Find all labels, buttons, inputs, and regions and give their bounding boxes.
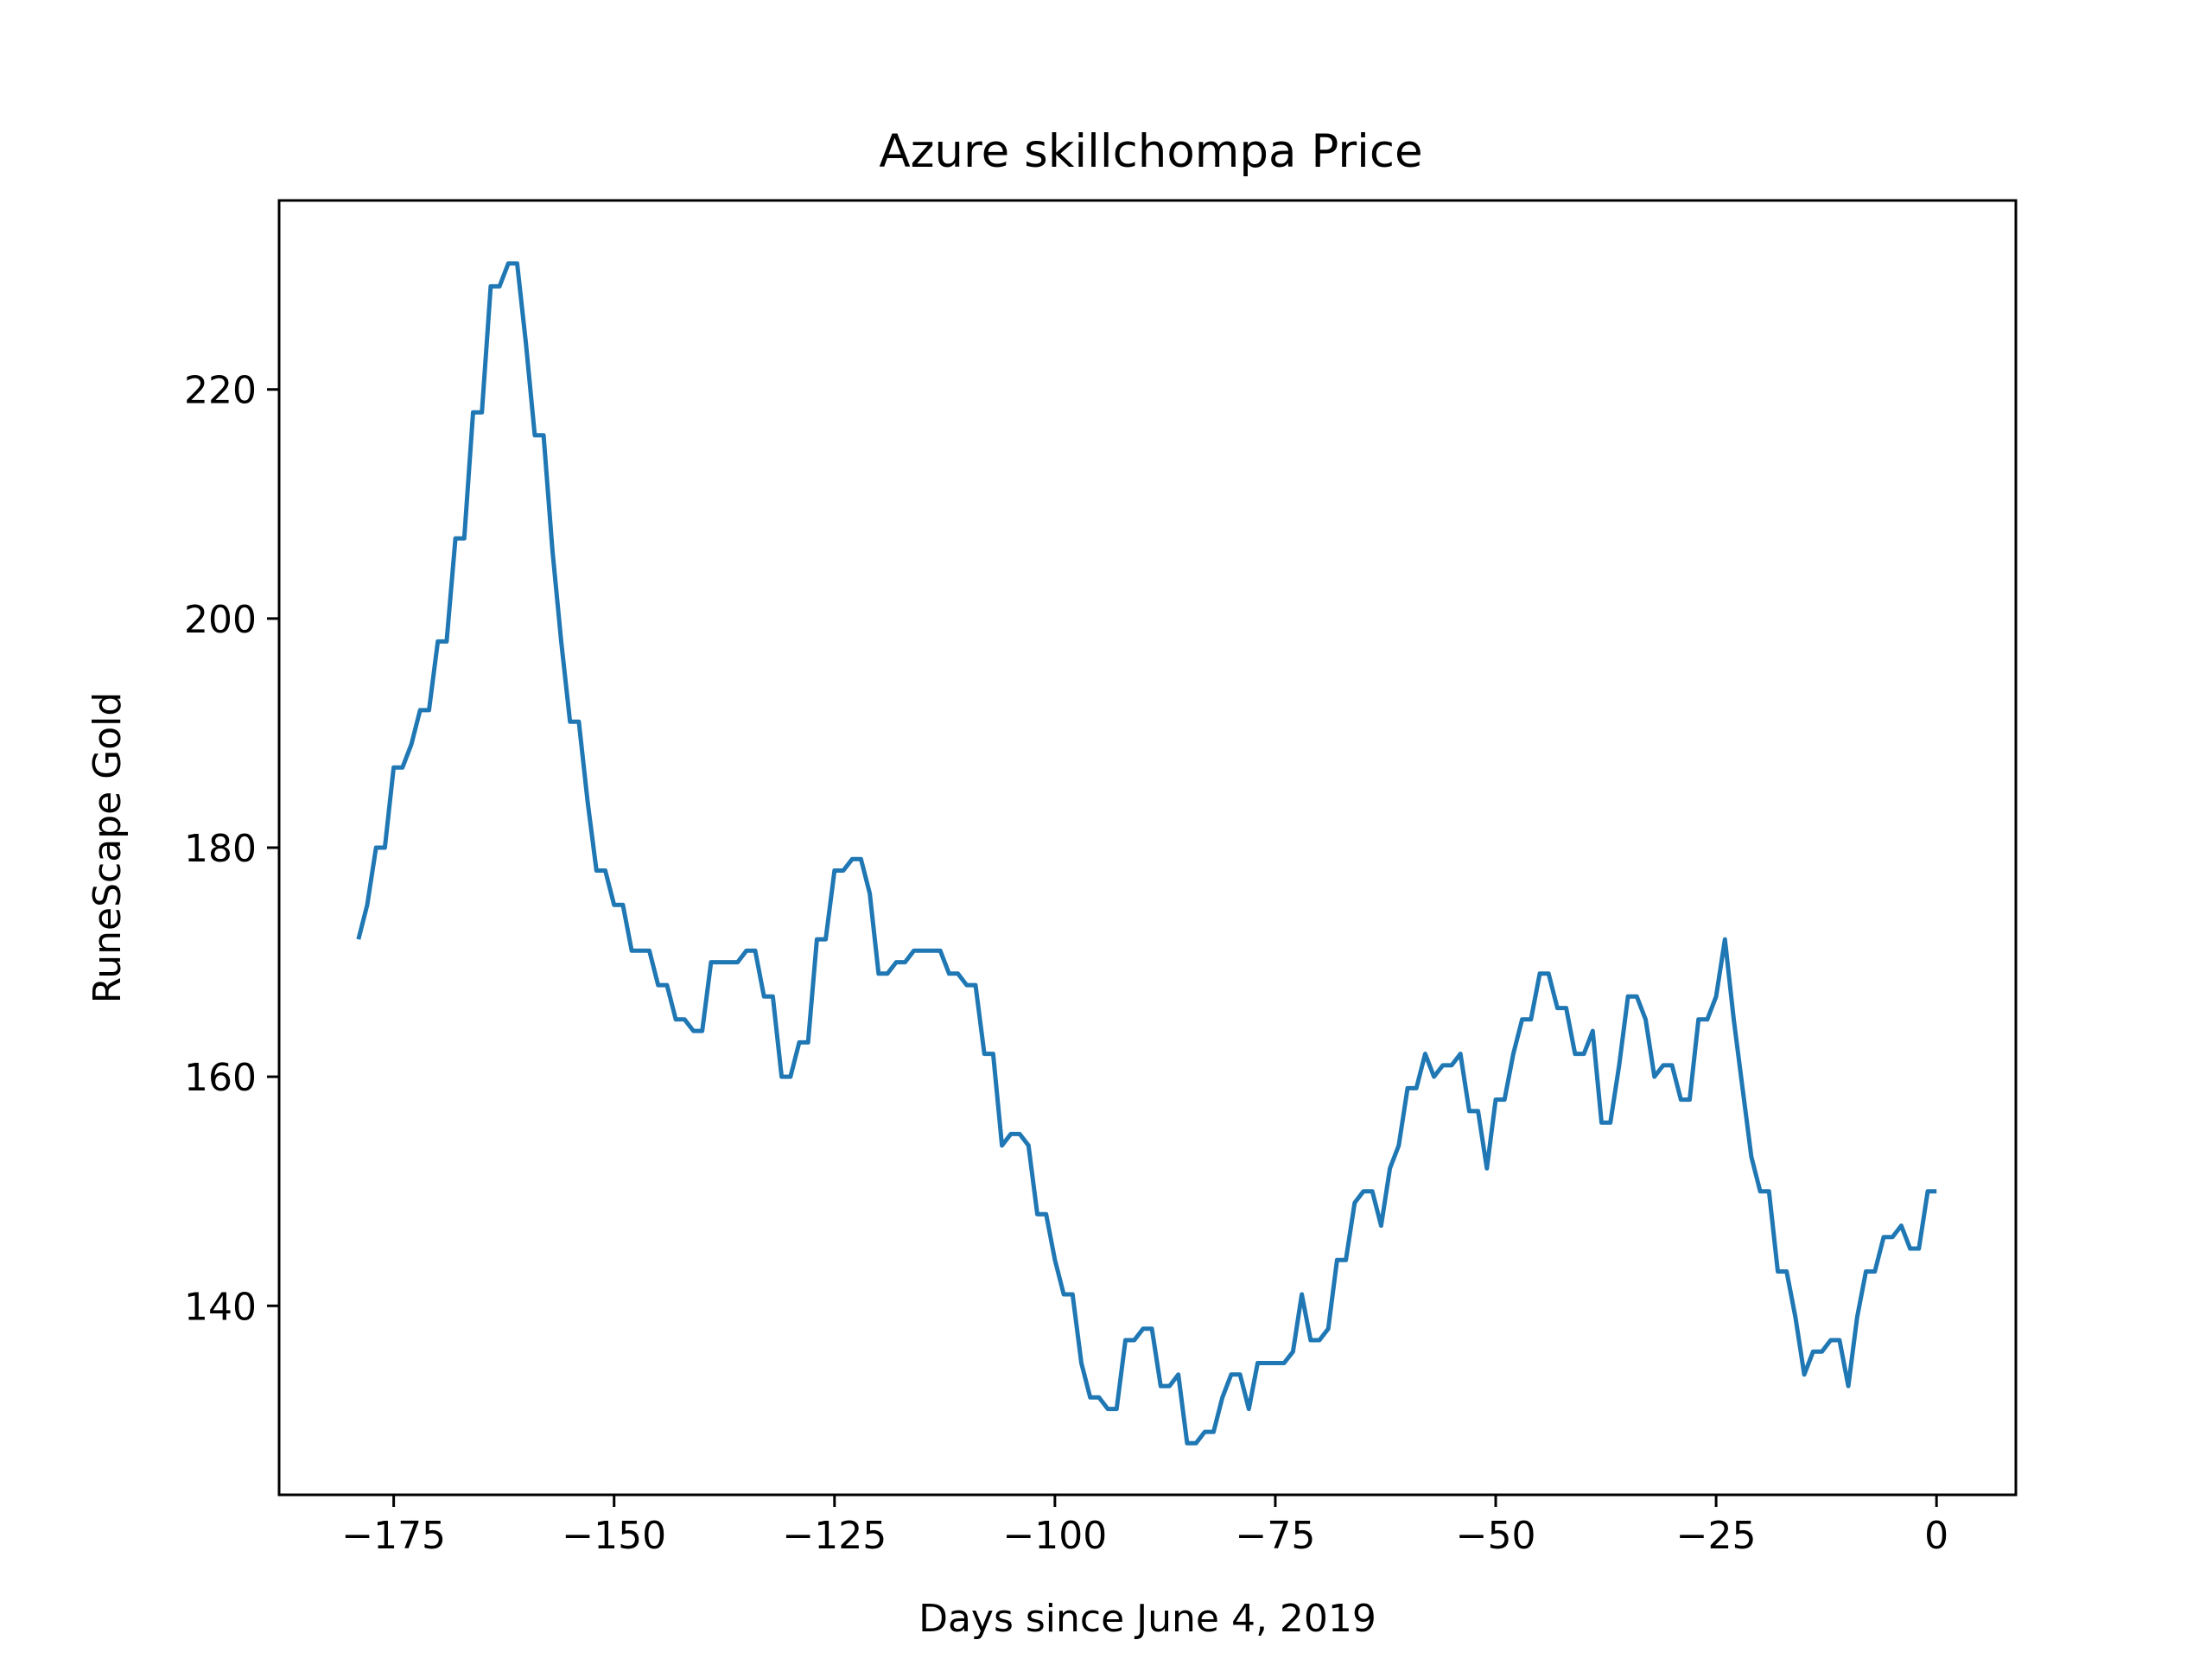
y-tick-label: 220 — [184, 369, 257, 413]
y-axis-label: RuneScape Gold — [86, 692, 130, 1004]
plot-area — [356, 261, 1937, 1446]
x-tick-label: −125 — [782, 1514, 887, 1558]
series-line-0 — [356, 261, 1937, 1446]
x-tick-label: −75 — [1236, 1514, 1316, 1558]
y-tick-label: 140 — [184, 1285, 257, 1329]
x-tick-label: −150 — [562, 1514, 666, 1558]
x-axis: −175 −150 −125 −100 −75 −50 −25 0 — [341, 1495, 1948, 1558]
x-tick-label: −25 — [1676, 1514, 1757, 1558]
y-axis: 140 160 180 200 220 — [184, 369, 279, 1329]
y-tick-label: 200 — [184, 598, 257, 642]
x-tick-label: −175 — [341, 1514, 446, 1558]
chart-title: Azure skillchompa Price — [879, 125, 1422, 178]
x-axis-label: Days since June 4, 2019 — [918, 1597, 1376, 1641]
x-tick-label: 0 — [1924, 1514, 1948, 1558]
y-tick-label: 180 — [184, 827, 257, 871]
x-tick-label: −50 — [1456, 1514, 1536, 1558]
y-tick-label: 160 — [184, 1056, 257, 1100]
x-tick-label: −100 — [1002, 1514, 1107, 1558]
